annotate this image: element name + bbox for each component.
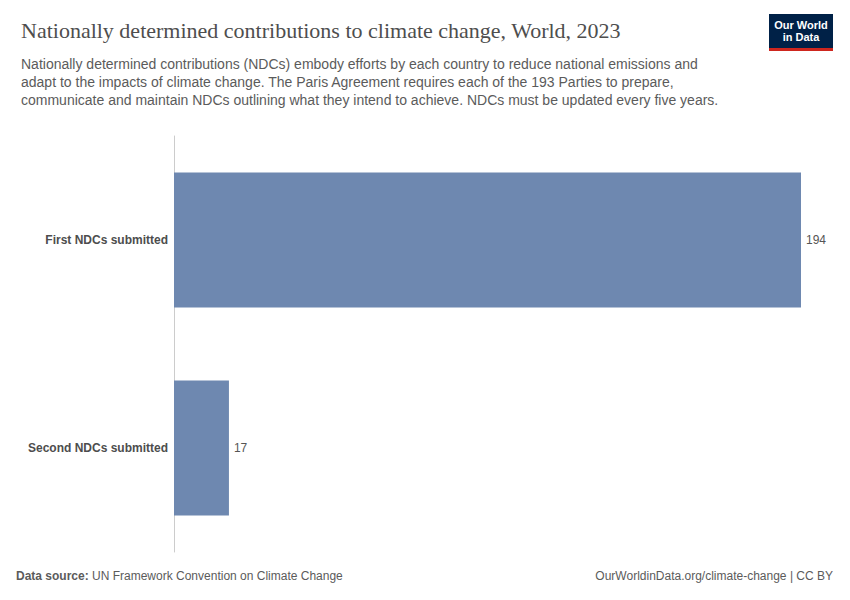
- svg-text:Data source:: Data source:: [16, 569, 89, 583]
- svg-text:194: 194: [806, 233, 826, 247]
- svg-text:communicate and maintain NDCs: communicate and maintain NDCs outlining …: [21, 92, 718, 108]
- svg-text:First NDCs submitted: First NDCs submitted: [45, 233, 168, 247]
- svg-text:Nationally determined contribu: Nationally determined contributions (NDC…: [21, 56, 702, 72]
- svg-text:adapt to the impacts of climat: adapt to the impacts of climate change. …: [21, 74, 678, 90]
- svg-text:in Data: in Data: [783, 31, 821, 43]
- svg-text:UN Framework Convention on Cli: UN Framework Convention on Climate Chang…: [89, 569, 343, 583]
- svg-text:Second NDCs submitted: Second NDCs submitted: [28, 441, 168, 455]
- svg-text:Our World: Our World: [774, 19, 828, 31]
- svg-text:17: 17: [234, 441, 248, 455]
- svg-text:Nationally determined contribu: Nationally determined contributions to c…: [21, 18, 621, 43]
- svg-text:OurWorldinData.org/climate-cha: OurWorldinData.org/climate-change | CC B…: [595, 569, 833, 583]
